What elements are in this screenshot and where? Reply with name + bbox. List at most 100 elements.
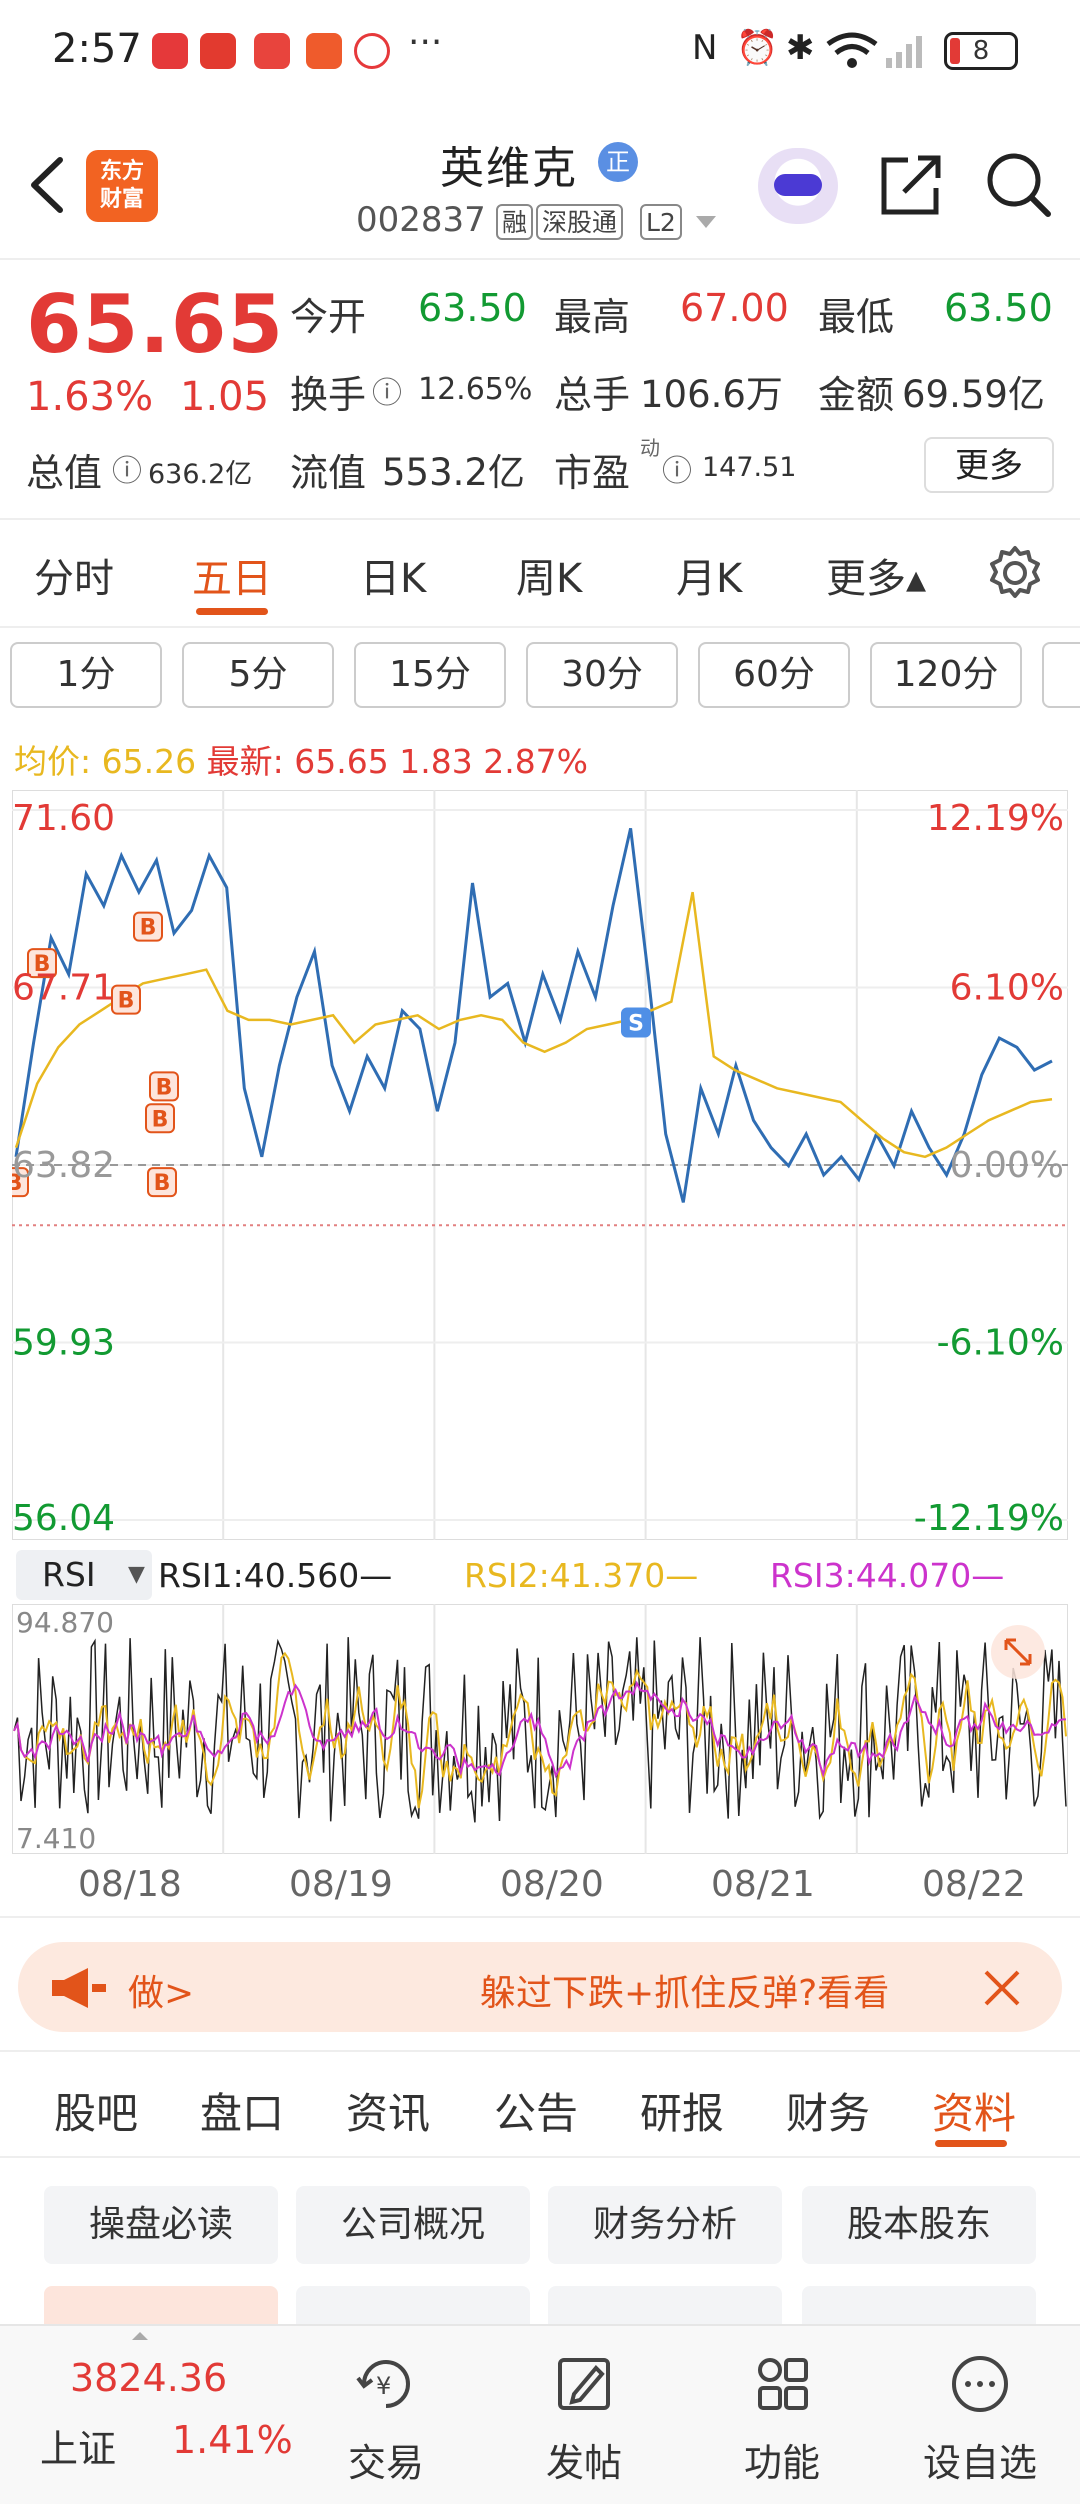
tag-shenzhen-connect: 深股通 (536, 204, 624, 240)
battery-icon: 8 (944, 32, 1018, 70)
tab-finance[interactable]: 财务 (786, 2089, 871, 2138)
date-label: 08/21 (711, 1864, 815, 1905)
divider (0, 1916, 1080, 1918)
info-icon[interactable]: ⓘ (112, 454, 142, 489)
shareholders-button[interactable]: 股本股东 (802, 2186, 1036, 2264)
status-bar: 2:57 ··· N ⏰ ✱ 8 (0, 0, 1080, 110)
expand-icon[interactable] (990, 1624, 1046, 1680)
financial-analysis-button[interactable]: 财务分析 (548, 2186, 782, 2264)
index-ticker[interactable]: 3824.36 上证 1.41% (0, 2326, 300, 2506)
nav-trade-label: 交易 (347, 2441, 424, 2485)
tab-five-day[interactable]: 五日 (192, 556, 272, 602)
tab-research[interactable]: 研报 (640, 2089, 725, 2138)
svg-text:B: B (12, 1171, 22, 1196)
ad-banner[interactable]: 做> 躲过下跌+抓住反弹?看看 (18, 1942, 1062, 2032)
info-icon[interactable]: ⓘ (372, 376, 402, 411)
up-arrow-icon (132, 2332, 148, 2340)
wifi-icon (826, 32, 878, 68)
settings-gear-icon[interactable] (986, 544, 1044, 602)
svg-text:B: B (154, 1171, 171, 1196)
tab-order-book[interactable]: 盘口 (200, 2089, 285, 2138)
minute-60-button[interactable]: 60分 (698, 642, 850, 708)
latest-label: 最新: (206, 742, 284, 781)
svg-text:B: B (152, 1107, 169, 1132)
app-logo: 东方财富 (86, 150, 158, 222)
battery-level: 8 (972, 36, 990, 66)
current-price: 65.65 (26, 278, 285, 371)
volume-label: 总手 (554, 373, 631, 417)
minute-more-button[interactable] (1042, 642, 1080, 708)
trading-guide-button[interactable]: 操盘必读 (44, 2186, 278, 2264)
index-name: 上证 (40, 2427, 117, 2471)
back-icon[interactable] (22, 150, 72, 220)
tab-weekly-k[interactable]: 周K (516, 556, 583, 602)
y-right-tick: 12.19% (927, 798, 1064, 839)
tab-forum[interactable]: 股吧 (54, 2089, 139, 2138)
minute-15-button[interactable]: 15分 (354, 642, 506, 708)
rsi2-value: RSI2:41.370— (464, 1556, 699, 1595)
divider (0, 2050, 1080, 2052)
close-icon[interactable] (982, 1968, 1022, 2008)
buy-marker[interactable]: B (111, 984, 141, 1015)
nav-function-label: 功能 (743, 2441, 820, 2485)
svg-text:B: B (140, 916, 157, 941)
tab-more[interactable]: 更多▴ (826, 556, 927, 602)
tab-monthly-k[interactable]: 月K (676, 556, 743, 602)
minute-120-button[interactable]: 120分 (870, 642, 1022, 708)
banner-text: 躲过下跌+抓住反弹?看看 (480, 1973, 890, 2014)
amount-label: 金额 (818, 373, 895, 417)
turnover-value: 12.65% (418, 372, 533, 407)
stock-name: 英维克 (440, 143, 578, 194)
function-icon (758, 2358, 808, 2410)
tag-margin: 融 (496, 204, 534, 240)
change-percent: 1.63% (26, 374, 154, 420)
huawei-app-icon (152, 33, 188, 69)
logo-text: 东方财富 (99, 159, 144, 212)
robot-assistant-icon[interactable] (758, 148, 838, 224)
info-icon[interactable]: ⓘ (662, 454, 692, 489)
share-icon[interactable] (878, 150, 944, 220)
tab-news[interactable]: 资讯 (346, 2089, 431, 2138)
nav-trade[interactable]: ¥ 交易 (316, 2326, 456, 2506)
stock-code: 002837 (356, 200, 486, 240)
add-watchlist-icon (952, 2356, 1008, 2412)
buy-marker[interactable]: B (12, 1167, 29, 1198)
buy-marker[interactable]: B (145, 1103, 175, 1134)
tab-daily-k[interactable]: 日K (360, 556, 427, 602)
avg-label: 均价: (14, 742, 92, 781)
nav-add-watchlist-label: 设自选 (922, 2441, 1037, 2485)
buy-marker[interactable]: B (149, 1071, 179, 1102)
search-icon[interactable] (984, 150, 1054, 220)
rsi-max-label: 94.870 (16, 1606, 114, 1639)
total-value-label: 总值 (26, 451, 103, 495)
float-value-label: 流值 (290, 451, 367, 495)
company-overview-button[interactable]: 公司概况 (296, 2186, 530, 2264)
minute-30-button[interactable]: 30分 (526, 642, 678, 708)
buy-marker[interactable]: B (147, 1167, 177, 1198)
more-notifications-icon: ··· (408, 22, 443, 63)
buy-marker[interactable]: B (133, 911, 163, 942)
tab-intraday[interactable]: 分时 (34, 556, 114, 602)
buy-marker[interactable]: B (27, 948, 57, 979)
minute-5-button[interactable]: 5分 (182, 642, 334, 708)
divider (0, 518, 1080, 520)
rsi-chart[interactable]: 94.870 7.410 (12, 1604, 1068, 1854)
indicator-selector[interactable]: RSI ▼ (16, 1550, 152, 1600)
status-time: 2:57 (52, 26, 142, 72)
tab-active-underline (196, 608, 268, 615)
high-label: 最高 (554, 295, 631, 339)
divider (0, 2156, 1080, 2158)
signal-icon (886, 36, 922, 68)
nav-post[interactable]: 发帖 (514, 2326, 654, 2506)
nav-add-watchlist[interactable]: 设自选 (910, 2326, 1050, 2506)
more-button[interactable]: 更多 (924, 437, 1054, 493)
y-right-tick: 0.00% (950, 1145, 1064, 1186)
date-label: 08/18 (78, 1864, 182, 1905)
minute-1-button[interactable]: 1分 (10, 642, 162, 708)
tab-profile[interactable]: 资料 (932, 2089, 1017, 2138)
nav-function[interactable]: 功能 (712, 2326, 852, 2506)
tab-announcements[interactable]: 公告 (494, 2089, 579, 2138)
dropdown-icon[interactable] (694, 214, 718, 230)
sell-marker[interactable]: S (621, 1007, 651, 1038)
